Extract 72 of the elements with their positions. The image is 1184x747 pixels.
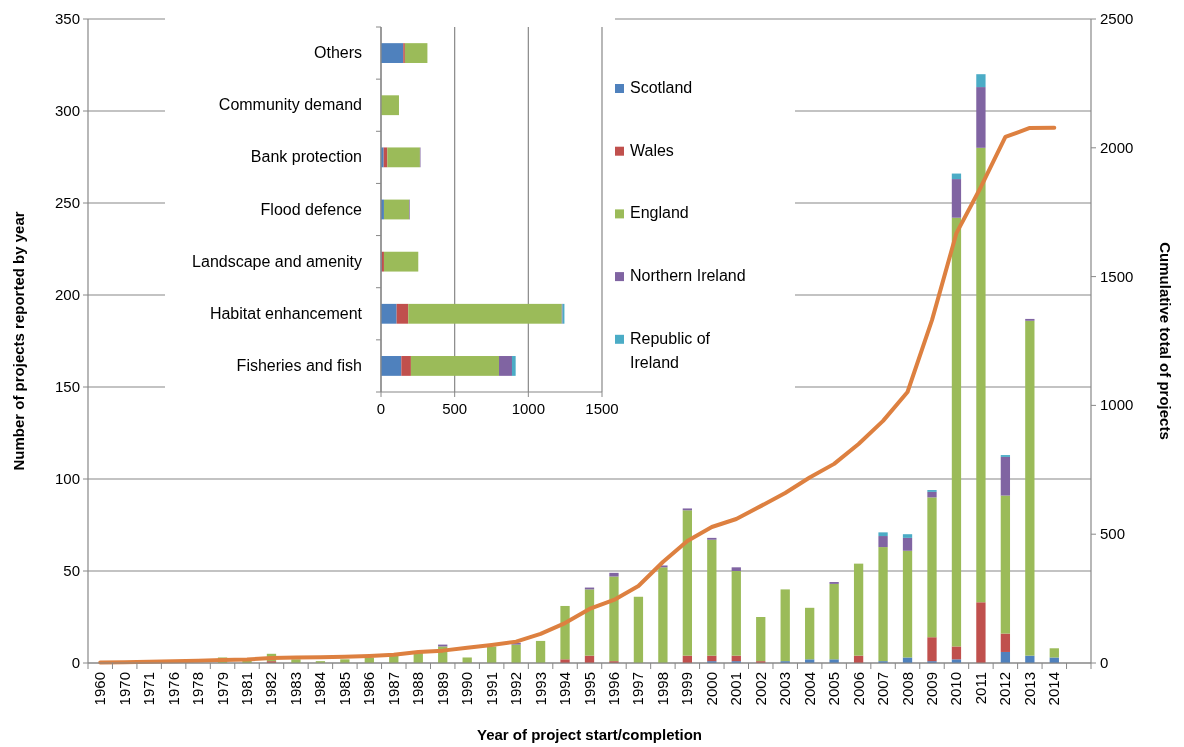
x-tick-label: 2001 — [727, 672, 745, 706]
x-tick-label: 1985 — [335, 672, 353, 706]
x-tick-label: 2010 — [947, 672, 965, 706]
x-tick-label: 1971 — [140, 672, 158, 706]
x-tick-label: 500 — [442, 400, 468, 417]
y-tick-label: 100 — [54, 470, 80, 487]
y-tick-label: 50 — [63, 562, 80, 579]
legend-label: Northern Ireland — [630, 267, 746, 285]
x-tick-label: 2007 — [874, 672, 892, 706]
x-tick-label: 2003 — [776, 672, 794, 706]
y-tick-label: 150 — [54, 378, 80, 395]
x-tick-label: 2008 — [898, 672, 916, 706]
x-tick-label: 1991 — [482, 672, 500, 706]
legend-label: Scotland — [630, 79, 693, 96]
x-tick-label: 2009 — [922, 672, 940, 706]
x-tick-label: 1989 — [433, 672, 451, 706]
x-tick-label: 1996 — [604, 672, 622, 706]
x-tick-label: 1976 — [164, 672, 182, 706]
y-tick-label: Others — [313, 44, 362, 62]
y-tick-label: 300 — [54, 102, 80, 119]
x-tick-label: 2011 — [971, 672, 989, 705]
y2-tick-label: 500 — [1100, 525, 1126, 543]
x-tick-label: 1993 — [531, 672, 549, 706]
x-tick-label: 0 — [376, 400, 386, 417]
y-tick-label: 0 — [71, 654, 80, 671]
x-tick-label: 1998 — [653, 672, 671, 706]
x-tick-label: 1500 — [585, 400, 619, 417]
y-axis-title: Number of projects reported by year — [10, 211, 27, 471]
x-tick-label: 1986 — [360, 672, 378, 706]
y-tick-label: Fisheries and fish — [236, 356, 362, 374]
legend-label: England — [630, 204, 689, 222]
y-tick-label: 250 — [54, 194, 80, 211]
x-tick-label: 1994 — [556, 672, 574, 706]
x-tick-label: 2012 — [996, 672, 1014, 706]
x-tick-label: 1992 — [507, 672, 525, 706]
x-tick-label: 2002 — [751, 672, 769, 706]
x-tick-label: 1995 — [580, 672, 598, 706]
y-tick-label: Flood defence — [260, 200, 363, 218]
y-tick-label: Community demand — [218, 96, 362, 114]
y2-axis-title: Cumulative total of projects — [1157, 242, 1174, 440]
x-tick-label: 1988 — [409, 672, 427, 706]
x-tick-label: 1997 — [629, 672, 647, 706]
y-tick-label: 350 — [54, 10, 80, 27]
x-tick-label: 2006 — [849, 672, 867, 706]
x-tick-label: 1970 — [115, 672, 133, 706]
x-tick-label: 1983 — [286, 672, 304, 706]
x-tick-label: 2005 — [825, 672, 843, 706]
x-tick-label: 1978 — [189, 672, 207, 706]
x-tick-label: 1987 — [384, 672, 402, 706]
x-tick-label: 1984 — [311, 672, 329, 706]
legend-label: Wales — [630, 141, 674, 159]
y-tick-label: Habitat enhancement — [209, 304, 363, 322]
x-tick-label: 2014 — [1045, 672, 1063, 706]
y-tick-label: Bank protection — [250, 148, 362, 166]
x-axis-title: Year of project start/completion — [476, 726, 703, 743]
y2-tick-label: 0 — [1100, 654, 1109, 671]
y2-tick-label: 2000 — [1100, 138, 1134, 156]
x-tick-label: 1982 — [262, 672, 280, 706]
x-tick-label: 2000 — [702, 672, 720, 706]
x-tick-label: 1999 — [678, 672, 696, 706]
y2-tick-label: 2500 — [1100, 10, 1134, 27]
x-tick-label: 1981 — [238, 672, 256, 706]
legend-label: Republic of Ireland — [630, 329, 711, 371]
x-tick-label: 2004 — [800, 672, 818, 706]
x-tick-label: 1000 — [511, 400, 546, 417]
x-tick-label: 1990 — [458, 672, 476, 706]
x-tick-label: 2013 — [1020, 672, 1038, 706]
y-tick-label: 200 — [54, 286, 80, 303]
x-tick-label: 1979 — [213, 672, 231, 706]
y2-tick-label: 1500 — [1100, 267, 1134, 285]
y-tick-label: Landscape and amenity — [192, 252, 362, 270]
x-tick-label: 1960 — [91, 672, 109, 706]
